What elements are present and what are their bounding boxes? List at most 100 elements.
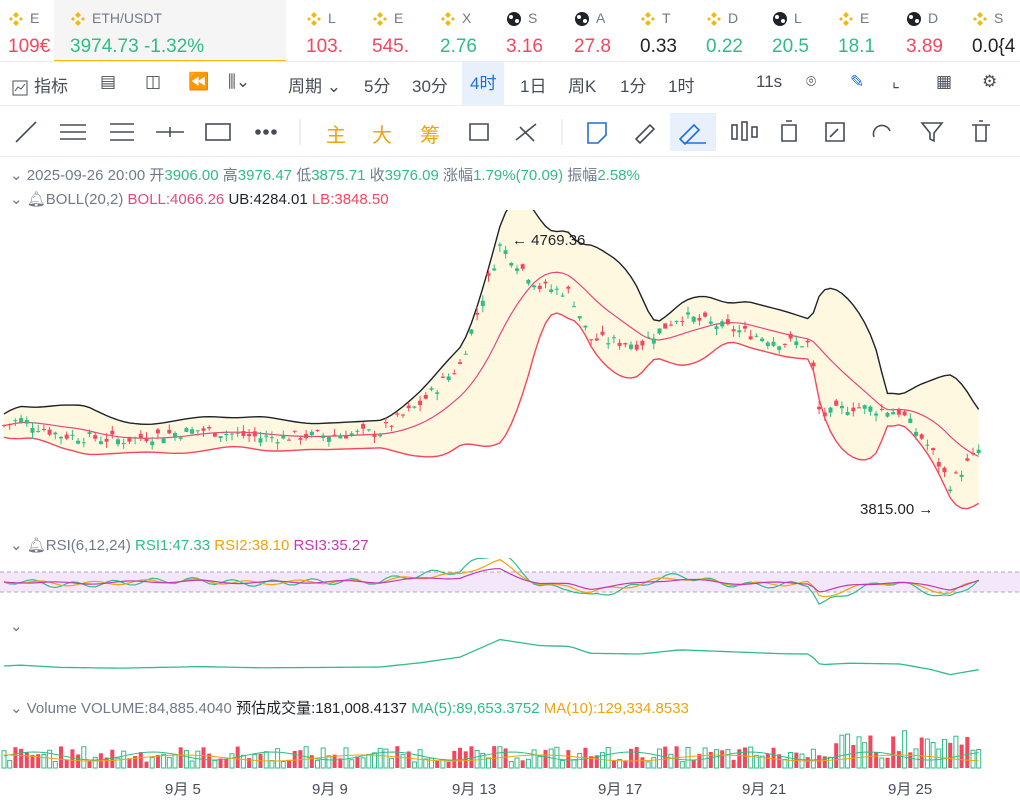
bnb-icon [707,12,721,27]
candle-type-icon[interactable]: ⫼⌄ [228,72,251,91]
volume-bar [212,759,218,769]
candle [657,328,662,334]
main-indicator-toggle[interactable]: 主 [326,125,346,147]
more-icon[interactable] [255,129,277,135]
candle [663,323,668,329]
volume-bar [452,750,457,768]
volume-bar [600,752,605,769]
tf-6[interactable]: 1时 [668,77,695,96]
settings-icon[interactable]: ⚙ [982,72,998,91]
ticker-6[interactable]: A 27.8 [574,0,636,61]
candle [475,312,480,315]
alert-bell-icon[interactable]: 🔔︎ [26,537,46,554]
candle [184,428,189,432]
edit-icon[interactable] [825,122,845,142]
ticker-bar: E 109€ ETH/USDT 3974.73 -1.32% L 103. E 545. X 2.… [0,0,1020,62]
ticker-10[interactable]: E 18.1 [838,0,900,61]
volume-bar [965,736,970,768]
volume-bar [229,753,235,769]
camera-icon[interactable]: ⌾ [806,72,817,91]
candle [93,435,98,439]
collapse-icon[interactable]: ⌄ [10,700,23,717]
candle [851,407,856,412]
crop-icon[interactable]: ⌞ [892,72,900,91]
rectangle-icon[interactable] [205,123,231,141]
ticker-7[interactable]: T 0.33 [640,0,702,61]
collapse-icon[interactable]: ⌄ [10,537,23,554]
tf-0[interactable]: 5分 [364,77,391,96]
candle [121,442,126,445]
calculator-icon[interactable]: ▦ [936,72,953,91]
bnb-icon [9,12,23,27]
ticker-4[interactable]: X 2.76 [440,0,502,61]
candles-icon[interactable] [731,121,758,141]
ticker-12[interactable]: S 0.0{4 [972,0,1020,61]
layout-icon[interactable]: ▤ [100,72,117,91]
tf-1[interactable]: 30分 [412,77,448,96]
candle [452,373,457,375]
volume-bar [708,751,713,768]
indicator-button[interactable]: 指标 [12,72,68,97]
bookmark-icon[interactable] [587,122,607,144]
tf-4[interactable]: 周K [568,77,597,96]
collapse-icon[interactable]: ⌄ [10,618,23,635]
tf-5[interactable]: 1分 [620,77,647,96]
volume-bar [115,757,121,769]
volume-bar [617,759,623,769]
refresh-interval[interactable]: 11s [756,72,783,91]
collapse-icon[interactable]: ⌄ [10,191,23,208]
candle [64,434,69,439]
filter-icon[interactable] [920,122,944,143]
volume-bar [207,753,212,768]
measure-icon[interactable] [515,123,537,142]
volume-bar [360,757,366,769]
volume-bar [13,747,18,768]
ticker-8[interactable]: D 0.22 [706,0,768,61]
tf-3[interactable]: 1日 [520,77,547,96]
candle [936,462,941,467]
pencil-icon[interactable]: ✎ [850,72,865,91]
parallel-lines-icon[interactable] [60,124,86,140]
candle [537,285,542,290]
candle [914,431,918,436]
main-chart[interactable]: ← 4769.36 3815.00 → [0,210,1020,525]
draw-active-icon[interactable] [678,123,706,146]
volume-bar [702,747,708,769]
oscillator-chart[interactable] [0,632,1020,684]
collapse-icon[interactable]: ⌄ [10,167,23,184]
chips-toggle[interactable]: 筹 [420,125,440,147]
rsi-chart[interactable] [0,558,1020,606]
boll-mid-line [3,271,979,457]
lock-icon[interactable] [781,120,797,142]
ticker-1[interactable]: ETH/USDT 3974.73 -1.32% [54,0,286,61]
volume-bar [725,749,731,769]
fib-icon[interactable] [110,123,134,141]
trash-icon[interactable] [972,120,990,142]
volume-bar [315,759,320,769]
candle [680,321,685,323]
volume-bar [178,747,183,768]
big-order-toggle[interactable]: 大 [372,125,392,147]
volume-chart[interactable] [0,720,1020,772]
ticker-11[interactable]: D 3.89 [906,0,968,61]
ticker-0[interactable]: E 109€ [8,0,70,61]
rewind-icon[interactable]: ⏪ [188,72,210,91]
volume-bar [41,753,47,769]
ticker-2[interactable]: L 103. [306,0,368,61]
ticker-3[interactable]: E 545. [372,0,434,61]
split-icon[interactable]: ◫ [145,72,162,91]
tf-2[interactable]: 4时 [462,62,505,106]
candle [486,273,491,276]
trendline-icon[interactable] [15,121,37,143]
alert-bell-icon[interactable]: 🔔︎ [26,191,46,208]
candle [509,262,514,266]
volume-bar [645,761,651,769]
ticker-5[interactable]: S 3.16 [506,0,568,61]
replay-icon[interactable] [469,123,489,141]
ticker-9[interactable]: L 20.5 [772,0,834,61]
horizontal-line-icon[interactable] [156,127,184,137]
period-dropdown[interactable]: 周期 ⌄ [288,77,341,96]
magnet-icon[interactable] [872,124,891,138]
ticker-price: 3.89 [906,36,943,57]
ruler-icon[interactable] [634,123,656,145]
